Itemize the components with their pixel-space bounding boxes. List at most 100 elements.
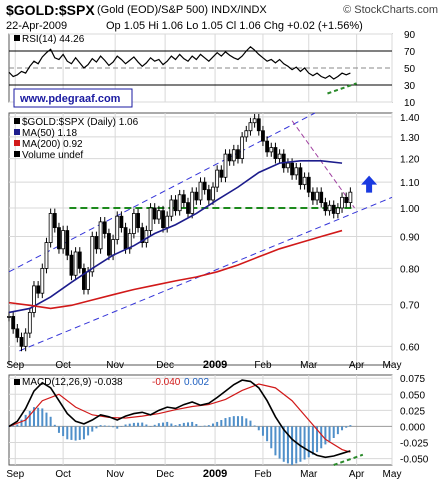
ma200-line <box>8 229 343 310</box>
macd-histogram-bar <box>37 407 40 427</box>
channel-upper-line <box>8 112 316 273</box>
month-label: Nov <box>106 360 124 371</box>
candle-body <box>77 251 82 269</box>
macd-histogram-bar <box>82 426 85 440</box>
macd-histogram-bar <box>28 411 31 427</box>
candle-body <box>215 169 220 188</box>
month-label: May <box>383 469 402 480</box>
rsi-tick-label: 90 <box>404 30 416 41</box>
macd-histogram-bar <box>245 418 248 427</box>
candle-body <box>261 130 265 142</box>
candle-body <box>327 204 332 212</box>
candle-body <box>65 230 70 256</box>
macd-histogram-bar <box>32 407 35 427</box>
macd-histogram-bar <box>249 420 252 427</box>
macd-divergence-line <box>333 453 364 466</box>
macd-histogram-bar <box>153 424 156 427</box>
candle-body <box>156 210 161 220</box>
candle-body <box>211 186 215 201</box>
macd-histogram-bar <box>274 426 277 456</box>
candle-body <box>273 147 278 159</box>
up-arrow-icon <box>361 175 378 193</box>
macd-histogram-bar <box>303 426 306 460</box>
candle-body <box>198 181 203 201</box>
macd-histogram-bar <box>166 421 169 427</box>
month-label: Mar <box>300 360 318 371</box>
candle-body <box>190 191 195 214</box>
price-legend-swatch <box>14 129 20 135</box>
macd-panel-frame <box>8 374 393 466</box>
macd-histogram-bar <box>211 423 214 427</box>
macd-tick-label: -0.025 <box>400 439 429 450</box>
price-legend-swatch <box>14 118 20 124</box>
macd-histogram-bar <box>170 423 173 427</box>
candle-body <box>82 268 86 290</box>
candle-body <box>202 181 207 191</box>
candle-body <box>73 251 78 276</box>
candle-body <box>148 207 153 231</box>
macd-histogram-bar <box>95 426 98 429</box>
macd-legend-swatch <box>14 379 20 385</box>
macd-histogram-bar <box>349 425 352 427</box>
candle-body <box>177 194 182 212</box>
macd-histogram-bar <box>216 421 219 427</box>
candle-body <box>57 227 61 250</box>
candle-body <box>240 136 245 159</box>
candle-body <box>206 189 211 201</box>
month-label: Nov <box>106 469 124 480</box>
price-legend-swatch <box>14 151 20 157</box>
macd-histogram-bar <box>253 425 256 427</box>
macd-histogram-bar <box>162 422 165 427</box>
candle-body <box>219 169 224 178</box>
candle-body <box>115 215 120 240</box>
macd-histogram-bar <box>191 421 194 427</box>
price-legend-text: MA(200) 0.92 <box>22 139 83 150</box>
macd-legend-hist: 0.002 <box>184 377 209 388</box>
candle-body <box>223 153 228 178</box>
downtrend-line <box>291 120 355 209</box>
macd-histogram-bar <box>207 425 210 427</box>
candle-body <box>98 221 103 250</box>
month-label: Mar <box>300 469 318 480</box>
candle-body <box>173 199 178 212</box>
macd-histogram-bar <box>157 423 160 427</box>
macd-tick-label: -0.050 <box>400 455 429 466</box>
rsi-tick-label: 50 <box>404 64 416 75</box>
brand-label: © StockCharts.com <box>343 4 438 16</box>
candle-body <box>27 312 32 334</box>
macd-histogram-bar <box>261 426 264 436</box>
candle-body <box>335 207 340 214</box>
candle-body <box>161 210 165 229</box>
macd-tick-label: 0.000 <box>400 422 425 433</box>
rsi-legend-swatch <box>14 35 20 41</box>
macd-histogram-bar <box>70 426 73 440</box>
rsi-tick-label: 10 <box>404 98 416 109</box>
macd-histogram-bar <box>78 426 81 440</box>
candle-body <box>194 191 199 201</box>
macd-histogram-bar <box>53 424 56 427</box>
candle-body <box>102 221 107 234</box>
candle-body <box>286 162 290 169</box>
month-label: Dec <box>156 469 174 480</box>
candle-body <box>123 227 128 250</box>
candle-body <box>127 233 132 250</box>
macd-histogram-bar <box>74 426 77 441</box>
candle-body <box>344 196 349 204</box>
candle-body <box>294 167 299 176</box>
rsi-tick-label: 70 <box>404 47 416 58</box>
candle-body <box>302 176 307 186</box>
macd-tick-label: 0.050 <box>400 390 425 401</box>
macd-histogram-bar <box>145 424 148 427</box>
macd-histogram-bar <box>291 426 294 465</box>
candle-body <box>48 213 53 243</box>
macd-tick-label: 0.075 <box>400 374 425 385</box>
month-label: Sep <box>6 360 24 371</box>
macd-histogram-bar <box>62 426 65 437</box>
candle-body <box>165 215 170 229</box>
macd-histogram-bar <box>45 412 48 427</box>
candle-body <box>90 236 95 273</box>
price-legend-swatch <box>14 140 20 146</box>
candle-body <box>11 316 16 330</box>
